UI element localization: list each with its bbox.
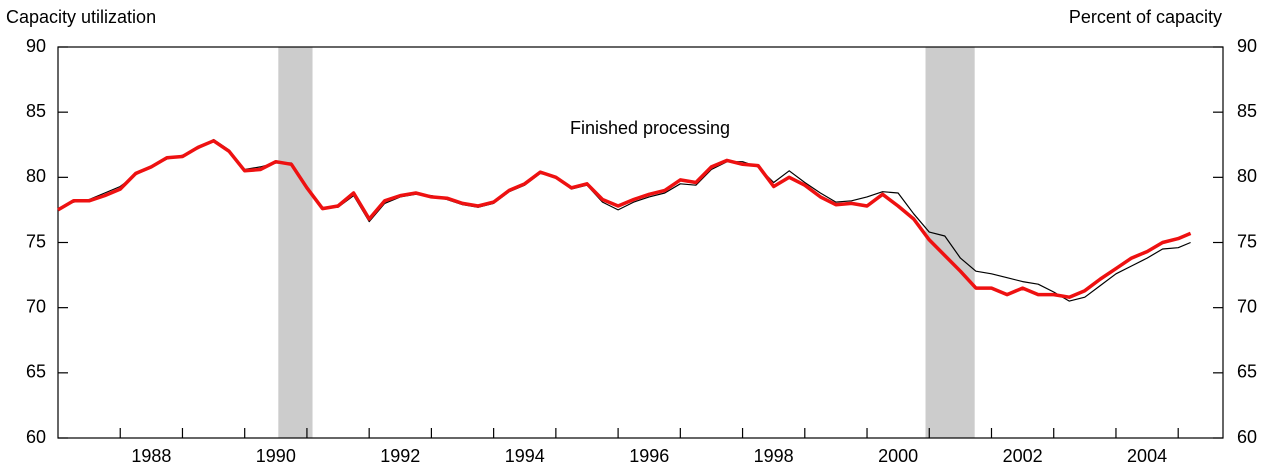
y2-tick-label: 75 [1237,231,1257,251]
y-axis-title: Capacity utilization [6,7,156,27]
x-tick-label: 2004 [1127,446,1167,466]
annotation: Finished processing [570,118,730,138]
y-tick-label: 75 [26,231,46,251]
y-tick-label: 80 [26,166,46,186]
y2-tick-label: 90 [1237,36,1257,56]
plot-frame [57,46,1224,439]
y-tick-label: 65 [26,362,46,382]
recession-band [278,47,313,438]
y-tick-label: 60 [26,427,46,447]
x-tick-label: 1990 [256,446,296,466]
y2-tick-label: 80 [1237,166,1257,186]
series-line [57,139,1192,299]
x-tick-label: 1998 [754,446,794,466]
x-tick-label: 1996 [629,446,669,466]
x-tick-label: 1994 [505,446,545,466]
x-tick-label: 2002 [1003,446,1043,466]
y2-tick-label: 60 [1237,427,1257,447]
x-tick-label: 1988 [131,446,171,466]
y-tick-label: 85 [26,101,46,121]
y2-axis-title: Percent of capacity [1069,7,1222,27]
y2-tick-label: 70 [1237,296,1257,316]
x-tick-label: 2000 [878,446,918,466]
series-line [57,138,1191,302]
y-tick-label: 70 [26,296,46,316]
x-tick-label: 1992 [380,446,420,466]
y-tick-label: 90 [26,36,46,56]
y2-tick-label: 85 [1237,101,1257,121]
y2-tick-label: 65 [1237,362,1257,382]
